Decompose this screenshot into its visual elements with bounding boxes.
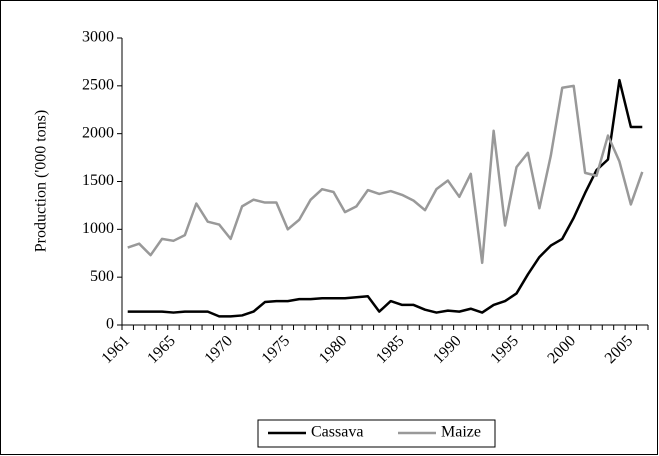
legend-label: Maize — [441, 424, 481, 441]
y-tick-label: 2500 — [82, 77, 114, 94]
y-tick-label: 1500 — [82, 172, 114, 189]
y-tick-label: 3000 — [82, 29, 114, 46]
series-line — [127, 84, 644, 265]
y-tick-label: 1000 — [82, 220, 114, 237]
y-tick-label: 0 — [106, 316, 114, 333]
y-axis-label: Production ('000 tons) — [33, 110, 50, 252]
series-line — [127, 78, 643, 318]
y-tick-label: 2000 — [82, 124, 114, 141]
y-tick-label: 500 — [90, 268, 114, 285]
legend-label: Cassava — [311, 424, 363, 441]
